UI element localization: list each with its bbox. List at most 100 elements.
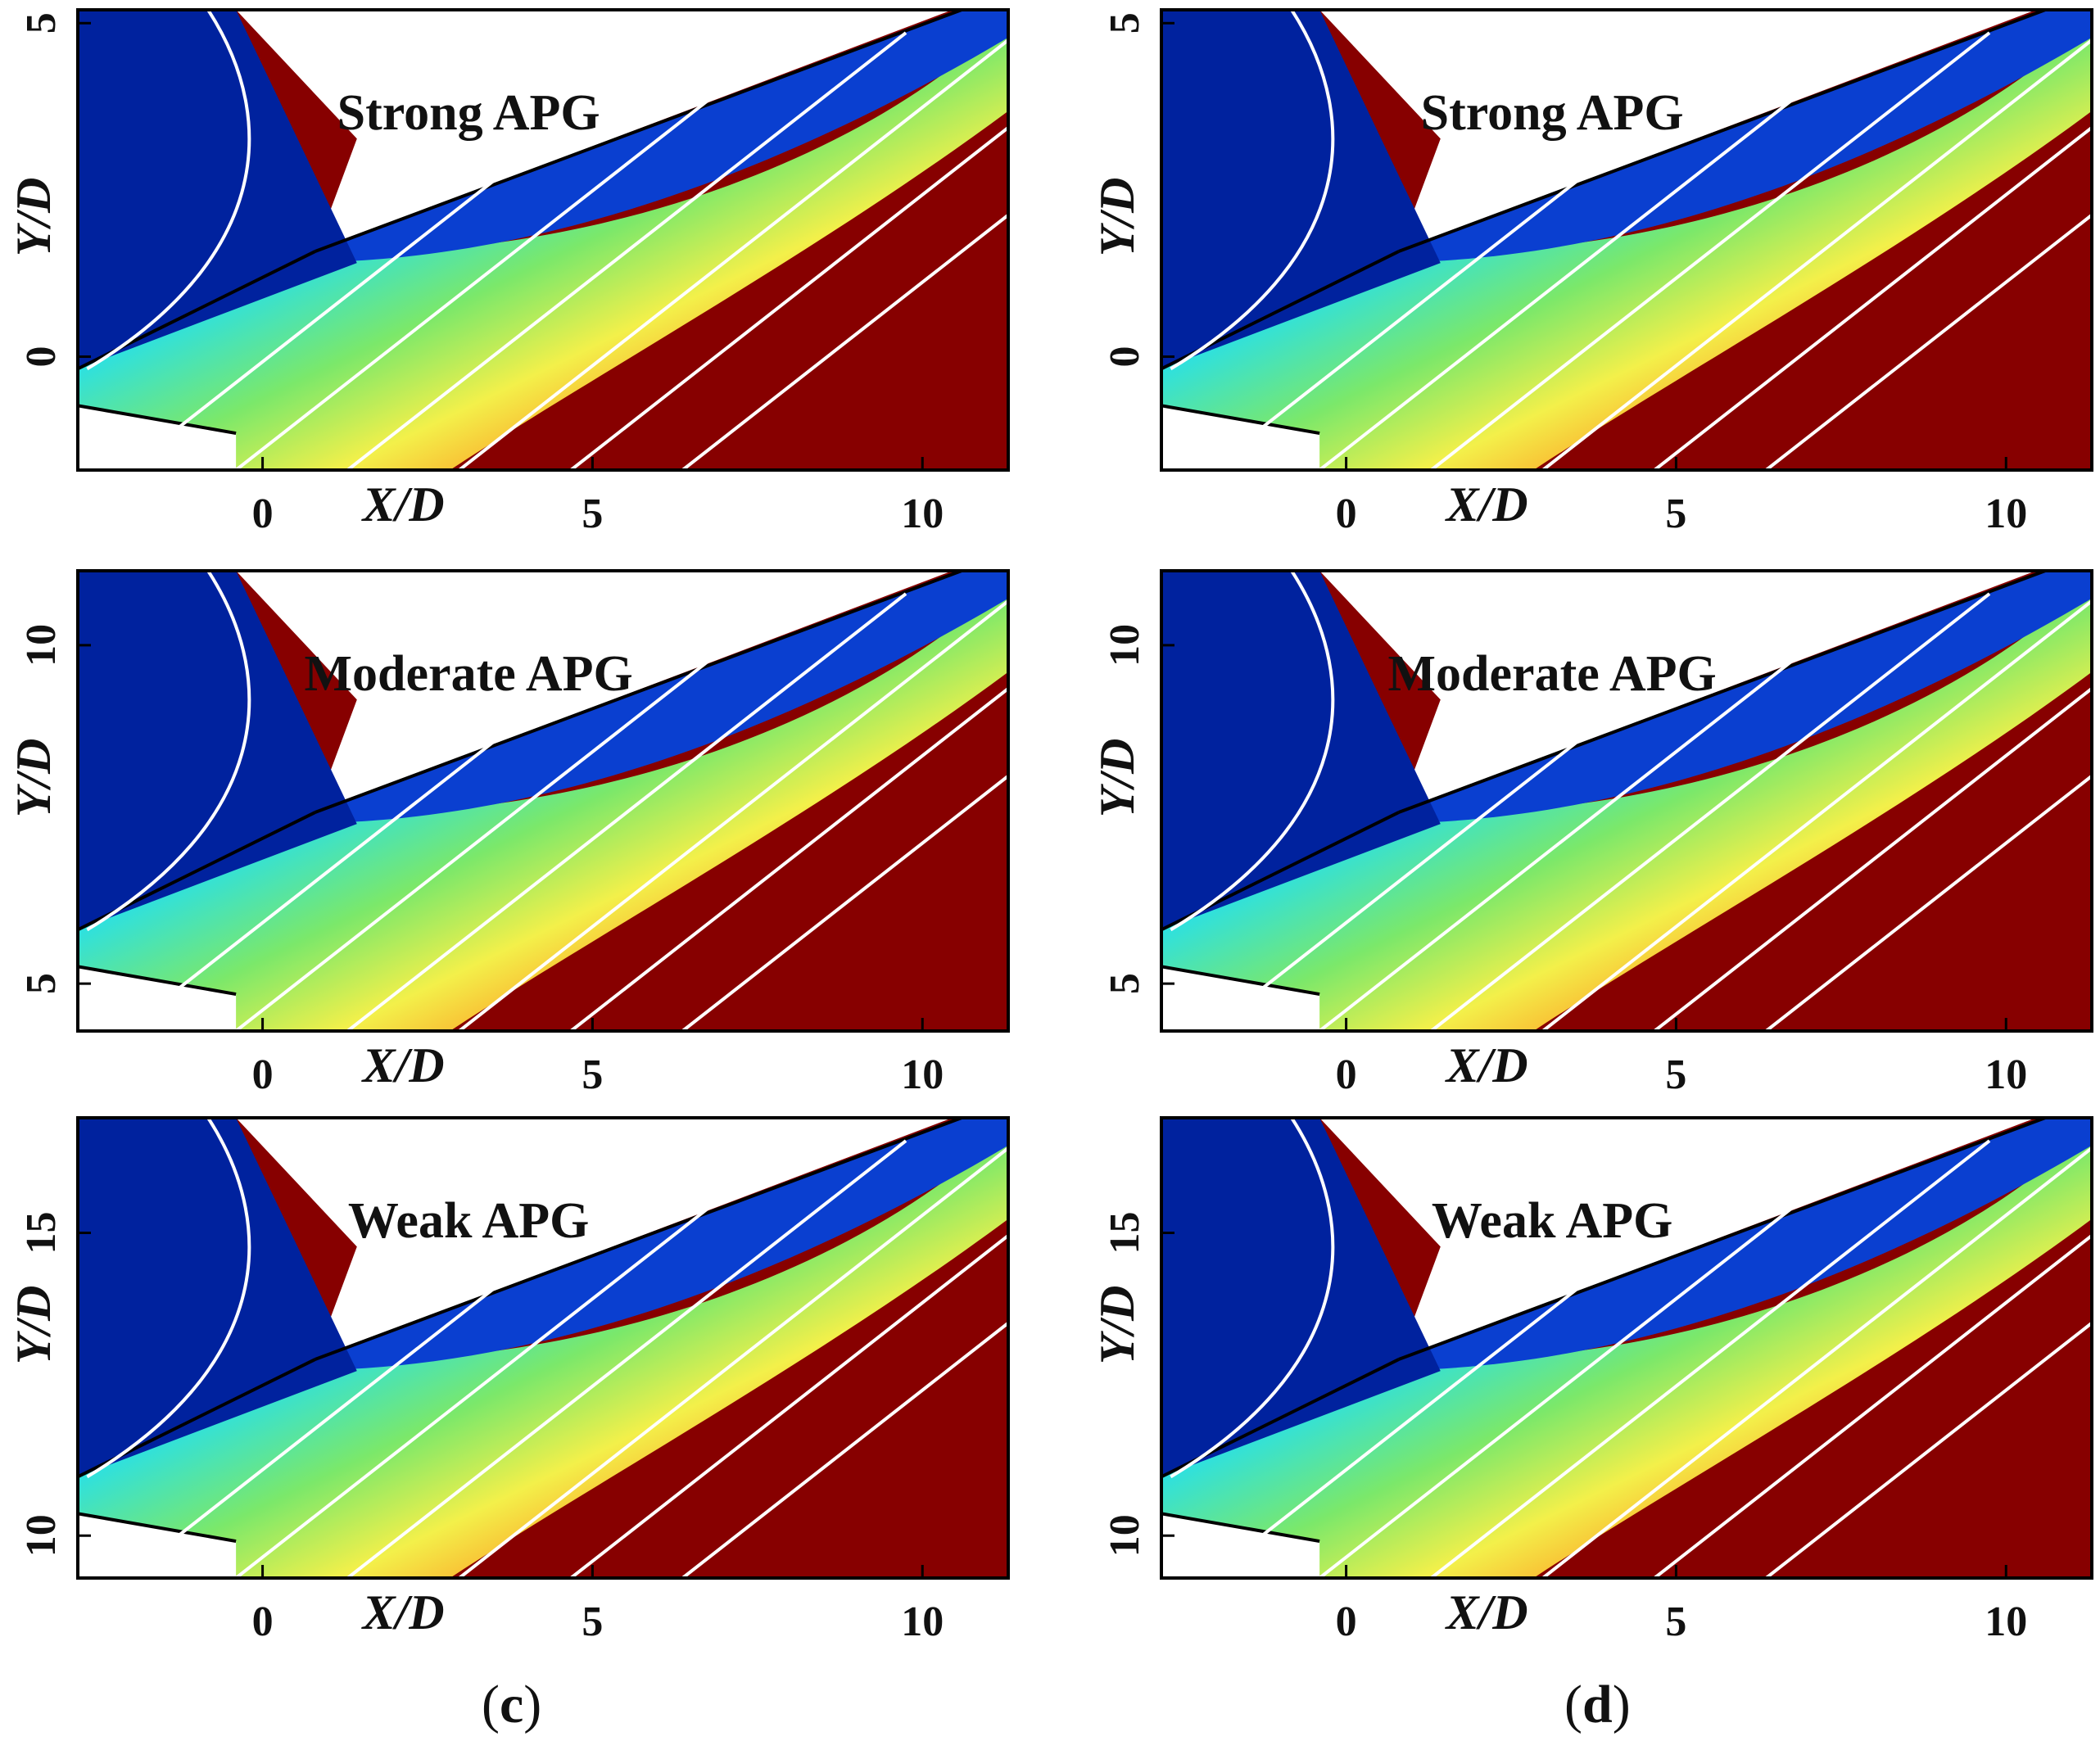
streamline <box>123 1139 684 1578</box>
contour-panel-d-0: 0 5 10 0 5 X/D Y/D Strong APG <box>1090 8 2093 537</box>
plate-region <box>78 405 237 470</box>
streamline <box>234 31 795 470</box>
plate-region <box>78 1513 237 1578</box>
panel-frame <box>1160 1116 2093 1580</box>
x-tick-label: 0 <box>1336 1598 1357 1645</box>
streamline <box>1206 1139 1767 1578</box>
plate-edge <box>1161 1512 1320 1544</box>
contour-panel-c-1: 0 5 10 5 10 X/D Y/D Moderate APG <box>7 569 1010 1098</box>
streamline <box>86 10 251 371</box>
shear-layer-band <box>1161 19 2092 470</box>
y-axis-label: Y/D <box>7 739 61 818</box>
streamline <box>123 31 684 470</box>
wall-region <box>236 571 953 813</box>
streamline <box>346 31 907 470</box>
streamline <box>123 592 684 1031</box>
y-axis-label: Y/D <box>1090 1286 1144 1365</box>
streamline <box>458 38 1008 470</box>
streamline <box>1430 1139 1991 1578</box>
streamline <box>1206 592 1767 1031</box>
wall-region <box>236 10 953 252</box>
streamline <box>1318 31 1879 470</box>
streamline <box>86 571 251 932</box>
shear-layer-band <box>78 19 1008 470</box>
streamline <box>1765 1321 2092 1578</box>
ramp-edge <box>314 571 962 814</box>
caption-letter: d <box>1582 1675 1613 1734</box>
x-tick-label: 0 <box>1336 1051 1357 1098</box>
streamline <box>681 1321 1008 1578</box>
wall-region <box>1319 10 2036 252</box>
y-tick-label: 10 <box>1102 1514 1148 1557</box>
x-axis-label: X/D <box>361 1038 445 1092</box>
caption-d: (d) <box>1564 1674 1631 1736</box>
x-tick-label: 5 <box>1665 1598 1686 1645</box>
streamline <box>458 599 1008 1031</box>
streamline <box>1206 31 1767 470</box>
plate-region <box>1161 966 1320 1031</box>
streamline <box>1653 125 2092 470</box>
plate-edge <box>78 1512 237 1544</box>
panel-body <box>78 1118 1008 1578</box>
y-axis-label: Y/D <box>1090 739 1144 818</box>
streamline <box>1318 592 1879 1031</box>
streamline <box>569 686 1008 1031</box>
wall-region <box>1319 571 2036 813</box>
wall-region <box>1319 1118 2036 1360</box>
streamline <box>1653 1233 2092 1578</box>
caption-letter: c <box>499 1675 524 1734</box>
plate-region <box>1161 1513 1320 1578</box>
contour-panel-d-1: 0 5 10 5 10 X/D Y/D Moderate APG <box>1090 569 2093 1098</box>
streamline <box>1430 31 1991 470</box>
x-axis-label: X/D <box>361 477 445 531</box>
panel-body <box>1161 10 2092 470</box>
streamline <box>234 592 795 1031</box>
panel-title: Moderate APG <box>1388 646 1717 702</box>
x-tick-label: 5 <box>1665 1051 1686 1098</box>
ramp-edge <box>314 10 962 253</box>
wall-region <box>236 1118 953 1360</box>
streamline <box>569 1233 1008 1578</box>
x-tick-label: 5 <box>582 1598 603 1645</box>
y-tick-label: 5 <box>18 973 65 994</box>
streamline <box>1318 1139 1879 1578</box>
x-tick-label: 10 <box>1985 491 2027 537</box>
x-tick-label: 10 <box>901 491 944 537</box>
shear-layer-band <box>78 1127 1008 1578</box>
streamline <box>1765 774 2092 1031</box>
streamline <box>346 1139 907 1578</box>
streamline <box>1653 686 2092 1031</box>
panel-title: Weak APG <box>348 1193 590 1249</box>
y-tick-label: 5 <box>18 12 65 34</box>
contour-panel-c-0: 0 5 10 0 5 X/D Y/D Strong APG <box>7 8 1010 537</box>
panel-title: Weak APG <box>1432 1193 1673 1249</box>
y-tick-label: 10 <box>18 1514 65 1557</box>
plate-edge <box>1161 404 1320 436</box>
plate-region <box>1161 405 1320 470</box>
panel-title: Strong APG <box>1421 85 1684 141</box>
streamline <box>681 213 1008 470</box>
shear-layer-band <box>78 580 1008 1031</box>
panel-frame <box>76 1116 1010 1580</box>
streamline <box>1541 38 2092 470</box>
y-tick-label: 5 <box>1102 973 1148 994</box>
streamline <box>1430 592 1991 1031</box>
panel-body <box>78 10 1008 470</box>
upstream-region <box>78 571 357 930</box>
streamline <box>458 1146 1008 1578</box>
caption-open: ( <box>1564 1675 1582 1734</box>
panel-frame <box>76 569 1010 1033</box>
ramp-edge <box>1397 10 2046 253</box>
x-tick-label: 5 <box>582 1051 603 1098</box>
streamline <box>1765 213 2092 470</box>
panel-body <box>78 571 1008 1031</box>
caption-close: ) <box>523 1675 542 1734</box>
upstream-region <box>1161 10 1441 369</box>
y-tick-label: 10 <box>18 624 65 667</box>
panel-title: Strong APG <box>337 85 600 141</box>
contour-panel-d-2: 0 5 10 10 15 X/D Y/D Weak APG <box>1090 1116 2093 1645</box>
x-axis-label: X/D <box>361 1585 445 1639</box>
upstream-region <box>1161 571 1441 930</box>
contour-panel-c-2: 0 5 10 10 15 X/D Y/D Weak APG <box>7 1116 1010 1645</box>
streamline <box>1170 571 1335 932</box>
